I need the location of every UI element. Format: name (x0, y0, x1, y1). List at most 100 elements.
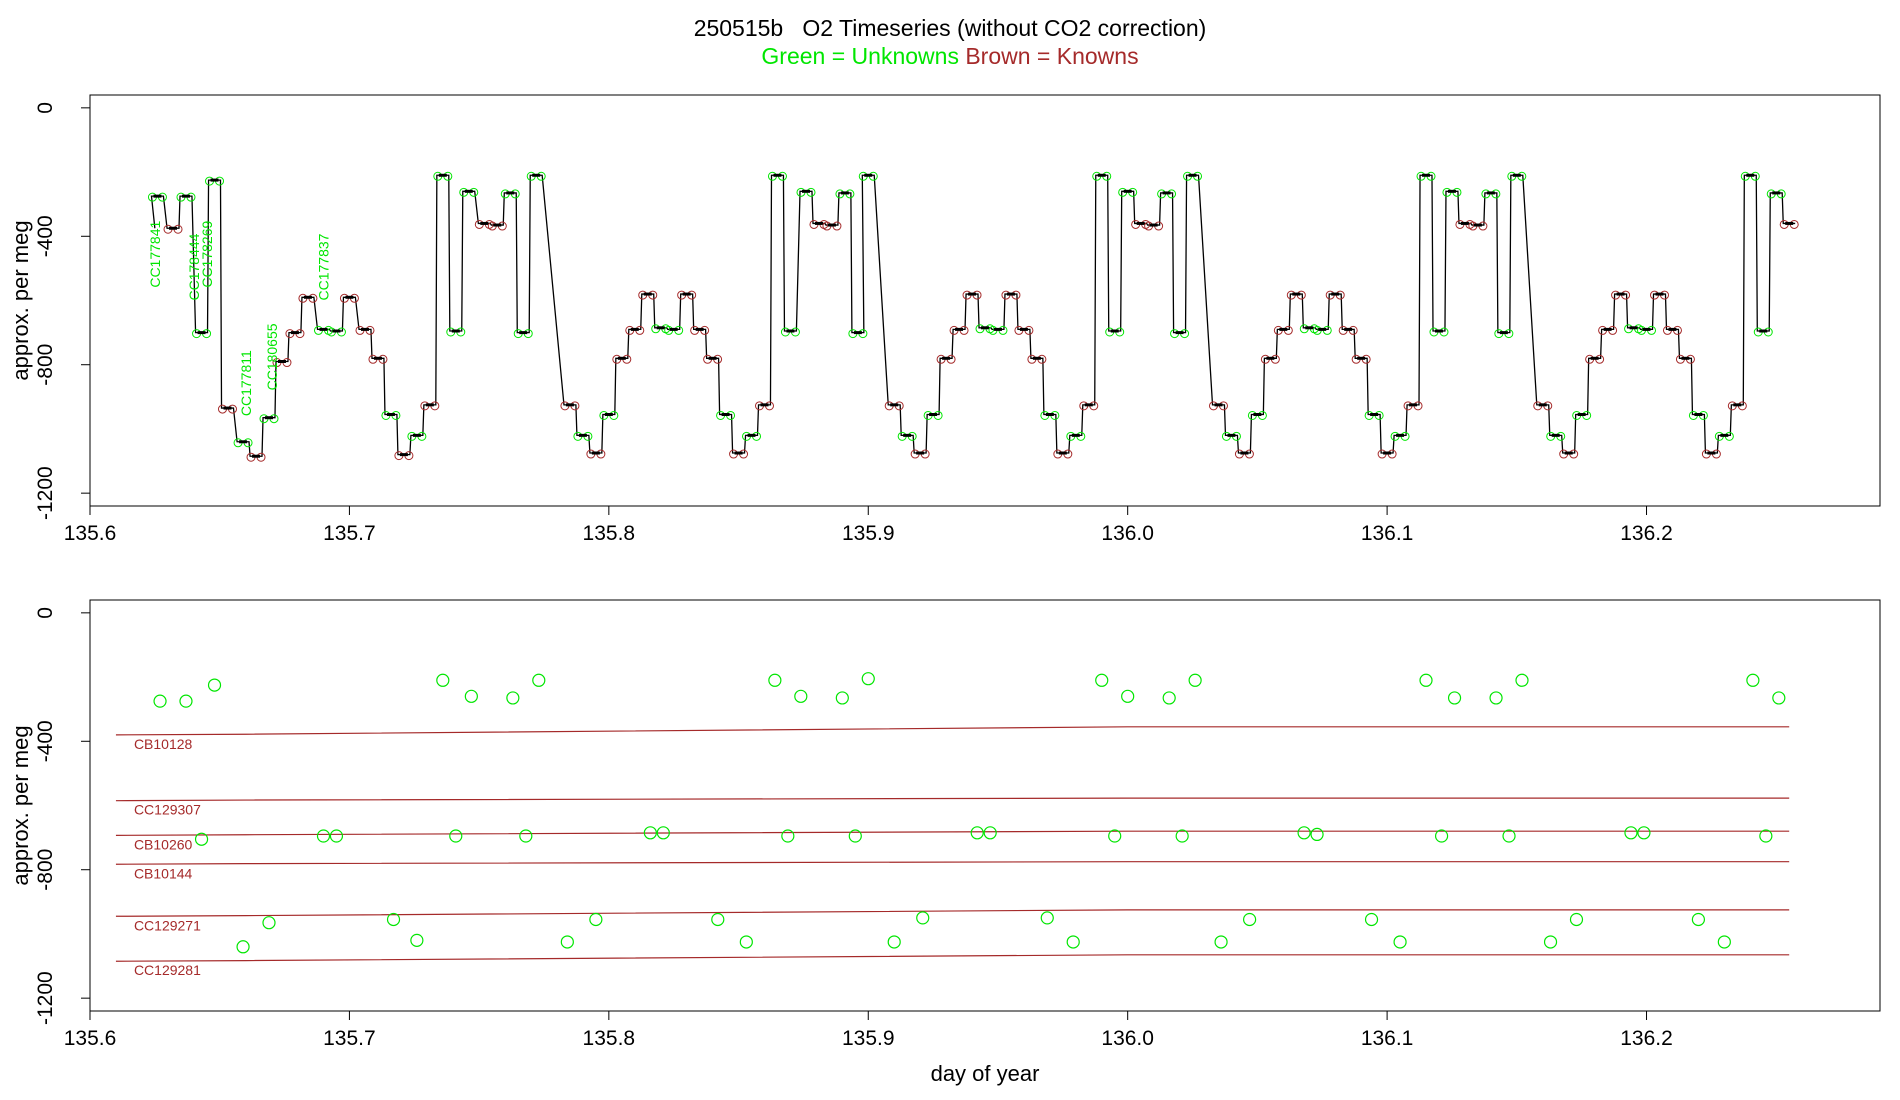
x-tick-label: 136.0 (1101, 522, 1154, 545)
x-tick-label: 136.2 (1620, 522, 1673, 545)
x-tick-label: 135.6 (64, 1027, 117, 1050)
known-reference-label: CC129307 (134, 802, 201, 818)
unknown-point (861, 672, 875, 686)
x-tick-label: 135.7 (323, 522, 376, 545)
chart-title: 250515b O2 Timeseries (without CO2 corre… (693, 15, 1207, 41)
known-reference-line (115, 726, 1790, 736)
unknown-point (768, 673, 782, 687)
unknown-point (1162, 691, 1176, 705)
x-tick-label: 135.6 (64, 522, 117, 545)
unknown-point (1393, 935, 1407, 949)
x-tick-label: 135.7 (323, 1027, 376, 1050)
chart-subtitle: Green = Unknowns Brown = Knowns (0, 42, 1900, 70)
unknown-point (1243, 912, 1257, 927)
y-axis-label: approx. per meg (8, 725, 33, 885)
unknown-point (1637, 826, 1651, 840)
y-tick-label: -800 (34, 344, 57, 386)
unknown-point (449, 829, 463, 843)
unknown-point (1175, 829, 1189, 843)
unknown-point (848, 829, 862, 843)
unknown-point (1364, 912, 1379, 927)
known-reference-line (115, 909, 1790, 917)
x-tick-label: 136.0 (1101, 1027, 1154, 1050)
sample-id-label: CC178269 (199, 221, 215, 288)
unknown-point (1691, 912, 1706, 927)
known-reference-label: CB10144 (134, 865, 193, 881)
known-reference-label: CB10128 (134, 736, 193, 752)
unknown-point (1297, 826, 1311, 840)
x-tick-label: 135.9 (842, 522, 895, 545)
unknown-point (1419, 673, 1433, 687)
x-axis-label: day of year (931, 1061, 1040, 1086)
known-reference-label: CC129271 (134, 917, 201, 933)
unknown-point (1502, 829, 1516, 843)
sample-id-label: CC177841 (147, 221, 163, 288)
x-tick-label: 135.8 (583, 1027, 636, 1050)
unknown-point (262, 916, 276, 930)
sample-id-label: CC178444 (186, 233, 202, 300)
unknown-point (316, 829, 331, 843)
unknown-point (781, 829, 795, 843)
unknown-point (643, 826, 657, 840)
chart-titles: 250515b O2 Timeseries (without CO2 corre… (0, 14, 1900, 70)
unknown-point (1543, 935, 1558, 949)
unknown-point (560, 935, 574, 949)
unknown-point (983, 826, 997, 840)
unknown-point (739, 935, 753, 949)
y-tick-label: 0 (34, 102, 57, 114)
unknown-point (970, 826, 984, 840)
unknown-point (179, 694, 193, 708)
unknown-point (589, 912, 603, 927)
top-panel: 135.6 135.7 135.8 135.9 136.0 136.1 136.2 0 -400… (8, 94, 1881, 545)
unknown-point (835, 691, 849, 705)
unknown-point (1759, 829, 1773, 843)
unknown-point (153, 694, 167, 708)
unknown-point (386, 912, 401, 927)
known-reference-line (115, 954, 1790, 962)
x-tick-label: 135.9 (842, 1027, 895, 1050)
y-tick-label: 0 (34, 607, 57, 619)
x-tick-label: 136.1 (1361, 1027, 1414, 1050)
plot-frame (89, 599, 1881, 1012)
unknown-point (207, 678, 222, 692)
y-axis-label: approx. per meg (8, 220, 33, 380)
y-tick-label: -400 (34, 215, 57, 257)
unknown-point (1095, 673, 1109, 687)
unknown-point (410, 933, 424, 947)
unknown-point (506, 691, 520, 705)
unknown-point (1624, 826, 1638, 840)
unknown-point (1746, 673, 1760, 687)
known-reference-label: CB10260 (134, 836, 193, 852)
unknown-point (194, 832, 209, 846)
unknown-point (329, 829, 344, 843)
unknown-point (532, 673, 546, 687)
unknown-point (916, 911, 930, 925)
unknown-point (1772, 691, 1786, 705)
x-tick-label: 135.8 (583, 522, 636, 545)
unknown-point (711, 912, 725, 927)
unknown-point (1310, 827, 1324, 841)
x-tick-label: 136.1 (1361, 522, 1414, 545)
unknown-point (656, 826, 670, 840)
y-tick-label: -400 (34, 720, 57, 762)
plot-frame (89, 94, 1881, 507)
x-tick-label: 136.2 (1620, 1027, 1673, 1050)
y-tick-label: -800 (34, 849, 57, 891)
sample-id-label: CC180655 (264, 323, 280, 390)
known-reference-label: CC129281 (134, 962, 201, 978)
unknown-point (1515, 673, 1529, 687)
unknown-point (1121, 689, 1135, 703)
unknown-point (1188, 673, 1202, 687)
subtitle-unknowns: Green = Unknowns (761, 43, 959, 69)
unknown-point (1040, 911, 1054, 925)
unknown-point (1447, 691, 1462, 705)
unknown-point (1108, 829, 1122, 843)
y-tick-label: -1200 (34, 971, 57, 1025)
sample-id-label: CC177837 (316, 233, 332, 300)
unknown-point (887, 935, 901, 949)
unknown-point (464, 689, 478, 703)
subtitle-knowns: Brown = Knowns (965, 43, 1139, 69)
unknown-point (1717, 935, 1731, 949)
unknown-point (1489, 691, 1503, 705)
